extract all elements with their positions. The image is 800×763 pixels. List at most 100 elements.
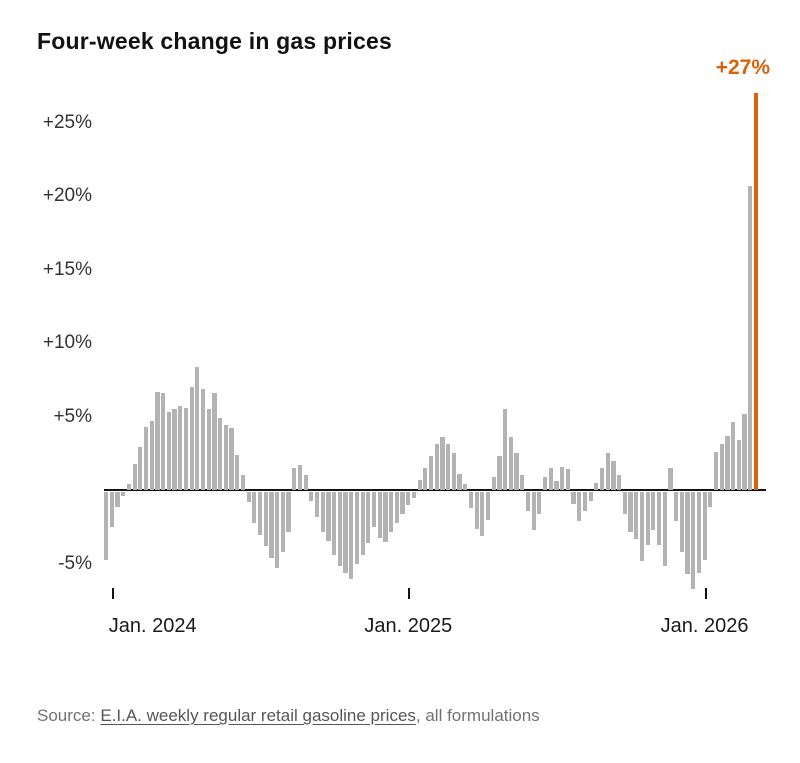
bar: [423, 467, 428, 490]
bar: [548, 467, 553, 490]
bar: [104, 492, 109, 560]
bar: [434, 444, 439, 490]
bar: [702, 492, 707, 560]
bar: [605, 453, 610, 491]
bar: [240, 475, 246, 490]
bar: [611, 460, 616, 490]
bar: [617, 475, 622, 490]
chart: +25% +20% +15% +10% +5% -5% Jan. 2024 Jan. 202…: [0, 85, 800, 655]
bar: [343, 492, 348, 573]
bar: [491, 476, 496, 490]
y-axis-label: +5%: [53, 405, 92, 427]
bar: [531, 492, 536, 531]
bar: [542, 476, 548, 490]
bar: [263, 492, 268, 547]
bar: [446, 444, 451, 490]
bar: [132, 463, 137, 490]
bar: [286, 492, 291, 532]
x-axis-tick: [408, 588, 411, 599]
source-link[interactable]: E.I.A. weekly regular retail gasoline pr…: [100, 706, 416, 725]
bar: [371, 492, 377, 528]
x-axis-label: Jan. 2026: [660, 615, 749, 637]
chart-title: Four-week change in gas prices: [37, 28, 392, 55]
highlight-value-label: +27%: [715, 56, 770, 79]
bar: [269, 492, 274, 559]
bar: [628, 492, 633, 532]
bar: [411, 492, 417, 498]
bar: [520, 475, 525, 490]
bar: [639, 492, 645, 562]
bar: [337, 492, 342, 566]
bar: [183, 407, 189, 490]
bar: [280, 492, 285, 553]
bar: [155, 391, 160, 490]
bar: [525, 492, 531, 512]
bar: [588, 492, 593, 501]
bar: [656, 492, 662, 545]
bar: [645, 492, 650, 545]
bar: [400, 492, 405, 514]
bar: [725, 435, 730, 490]
bar: [218, 418, 223, 490]
bar: [309, 492, 314, 501]
bar: [554, 481, 559, 490]
bar: [377, 492, 382, 538]
bar: [332, 492, 337, 556]
bar: [235, 454, 240, 490]
bar: [679, 492, 684, 553]
bar: [383, 492, 388, 542]
bar: [565, 469, 570, 490]
bar: [685, 492, 690, 575]
source-suffix: , all formulations: [415, 706, 540, 725]
x-axis-tick: [704, 588, 707, 599]
bar: [668, 467, 673, 490]
bar: [468, 492, 474, 509]
bar: [354, 492, 360, 564]
bar: [349, 492, 354, 579]
bar: [314, 492, 320, 517]
bar: [674, 492, 679, 522]
source-prefix: Source:: [37, 706, 101, 725]
bar: [634, 492, 639, 539]
bar: [206, 409, 211, 490]
bar: [143, 426, 149, 490]
bar: [651, 492, 656, 531]
y-axis-label: +15%: [42, 258, 92, 280]
source-line: Source: E.I.A. weekly regular retail gas…: [37, 706, 540, 726]
bar: [691, 492, 696, 589]
bar: [303, 475, 308, 490]
bar: [229, 428, 234, 490]
y-axis-labels: +25% +20% +15% +10% +5% -5%: [0, 85, 92, 610]
bar: [189, 387, 194, 490]
bar: [599, 467, 605, 490]
bar: [195, 366, 200, 490]
x-axis-label: Jan. 2025: [364, 615, 453, 637]
bar: [161, 393, 166, 490]
bar: [514, 453, 519, 491]
bar: [485, 492, 491, 520]
bar: [736, 440, 741, 490]
bar: [480, 492, 485, 537]
bar: [121, 492, 126, 497]
bar: [394, 492, 399, 523]
bar: [503, 409, 508, 490]
bar: [297, 465, 303, 490]
bar: [360, 492, 365, 556]
bar: [440, 437, 445, 490]
bar: [366, 492, 371, 544]
bar: [138, 447, 143, 490]
highlight-bar: [753, 93, 759, 490]
bar: [719, 444, 724, 490]
bar: [115, 492, 120, 507]
bar: [748, 185, 753, 490]
bar: [109, 492, 114, 528]
bar: [178, 406, 183, 490]
bar: [708, 492, 713, 507]
bar: [212, 393, 217, 490]
bar: [451, 453, 456, 491]
y-axis-label: -5%: [58, 552, 92, 574]
bar: [577, 492, 582, 522]
bar: [571, 492, 576, 504]
bar: [731, 422, 736, 490]
bar: [406, 492, 411, 506]
